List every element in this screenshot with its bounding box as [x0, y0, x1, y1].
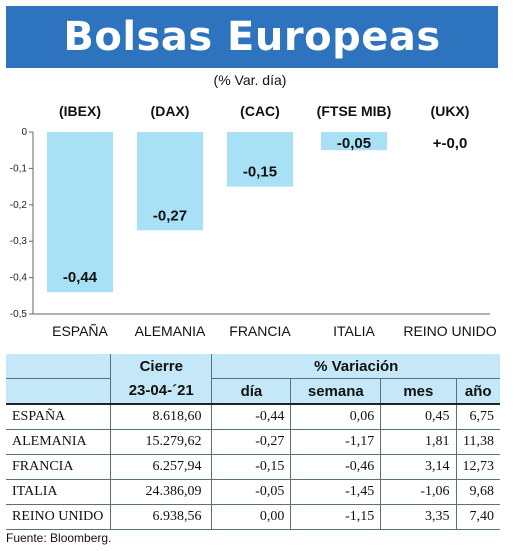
category-label: FRANCIA: [229, 323, 291, 339]
y-tick-label: -0,1: [10, 163, 28, 174]
index-label: (IBEX): [59, 103, 101, 119]
header-mes: mes: [380, 378, 457, 405]
value-label: -0,44: [63, 269, 98, 286]
index-label: (DAX): [151, 103, 190, 119]
y-tick-label: -0,4: [10, 273, 28, 284]
row-semana: -1,17: [290, 429, 382, 455]
y-tick-label: -0,5: [10, 309, 28, 320]
row-ano: 12,73: [456, 454, 500, 480]
header-variacion: % Variación: [211, 354, 500, 379]
row-ano: 11,38: [456, 429, 500, 455]
row-cierre: 15.279,62: [110, 429, 213, 455]
row-mes: 1,81: [380, 429, 457, 455]
row-cierre: 6.938,56: [110, 504, 213, 530]
chart-title: Bolsas Europeas: [63, 14, 441, 60]
row-semana: -1,45: [290, 479, 382, 505]
header-date: 23-04-´21: [110, 378, 213, 405]
row-ano: 7,40: [456, 504, 500, 530]
value-label: -0,05: [337, 135, 371, 152]
index-label: (UKX): [431, 103, 470, 119]
row-cierre: 24.386,09: [110, 479, 213, 505]
bar: [321, 132, 387, 151]
row-semana: -1,15: [290, 504, 382, 530]
y-tick-label: -0,3: [10, 236, 28, 247]
category-label: ALEMANIA: [135, 323, 206, 339]
value-label: -0,15: [243, 164, 277, 181]
y-tick-label: -0,2: [10, 200, 28, 211]
table-subheader-row: 23-04-´21 día semana mes año: [6, 378, 500, 405]
source-note: Fuente: Bloomberg.: [6, 531, 112, 545]
row-semana: -0,46: [290, 454, 382, 480]
row-name: REINO UNIDO: [6, 504, 112, 530]
row-mes: 0,45: [380, 404, 457, 430]
row-ano: 9,68: [456, 479, 500, 505]
chart-subtitle: (% Var. día): [213, 72, 287, 88]
category-label: ITALIA: [333, 323, 375, 339]
row-cierre: 8.618,60: [110, 404, 213, 430]
title-banner: Bolsas Europeas: [6, 6, 498, 68]
bar: [47, 132, 113, 293]
header-dia: día: [211, 378, 292, 405]
header-empty-cell: [6, 354, 112, 379]
row-name: ALEMANIA: [6, 429, 112, 455]
category-label: REINO UNIDO: [403, 323, 496, 339]
table-row: FRANCIA 6.257,94 -0,15 -0,46 3,14 12,73: [6, 454, 500, 480]
bar: [227, 132, 293, 187]
index-label: (CAC): [240, 103, 280, 119]
header-empty-cell: [6, 378, 112, 405]
table-row: ALEMANIA 15.279,62 -0,27 -1,17 1,81 11,3…: [6, 429, 500, 455]
row-dia: -0,05: [211, 479, 292, 505]
row-mes: 3,14: [380, 454, 457, 480]
row-name: ITALIA: [6, 479, 112, 505]
header-ano: año: [456, 378, 500, 405]
table-row: ESPAÑA 8.618,60 -0,44 0,06 0,45 6,75: [6, 404, 500, 430]
row-semana: 0,06: [290, 404, 382, 430]
y-tick-label: 0: [21, 127, 27, 138]
row-name: ESPAÑA: [6, 404, 112, 430]
bar: [137, 132, 203, 231]
data-table: Cierre % Variación 23-04-´21 día semana …: [6, 354, 500, 530]
table-header-row: Cierre % Variación: [6, 354, 500, 379]
row-name: FRANCIA: [6, 454, 112, 480]
header-cierre: Cierre: [110, 354, 213, 379]
row-mes: -1,06: [380, 479, 457, 505]
bar-chart: 0 -0,1 -0,2 -0,3 -0,4 -0,5 (IBEX) -0,44 ESPAÑA (D…: [10, 103, 497, 339]
row-ano: 6,75: [456, 404, 500, 430]
header-semana: semana: [290, 378, 382, 405]
category-label: ESPAÑA: [52, 323, 108, 339]
row-dia: -0,27: [211, 429, 292, 455]
index-label: (FTSE MIB): [317, 103, 392, 119]
row-dia: 0,00: [211, 504, 292, 530]
row-dia: -0,44: [211, 404, 292, 430]
row-dia: -0,15: [211, 454, 292, 480]
value-label: +-0,0: [433, 135, 468, 152]
table-row: REINO UNIDO 6.938,56 0,00 -1,15 3,35 7,4…: [6, 504, 500, 530]
value-label: -0,27: [153, 207, 187, 224]
row-cierre: 6.257,94: [110, 454, 213, 480]
table-row: ITALIA 24.386,09 -0,05 -1,45 -1,06 9,68: [6, 479, 500, 505]
row-mes: 3,35: [380, 504, 457, 530]
